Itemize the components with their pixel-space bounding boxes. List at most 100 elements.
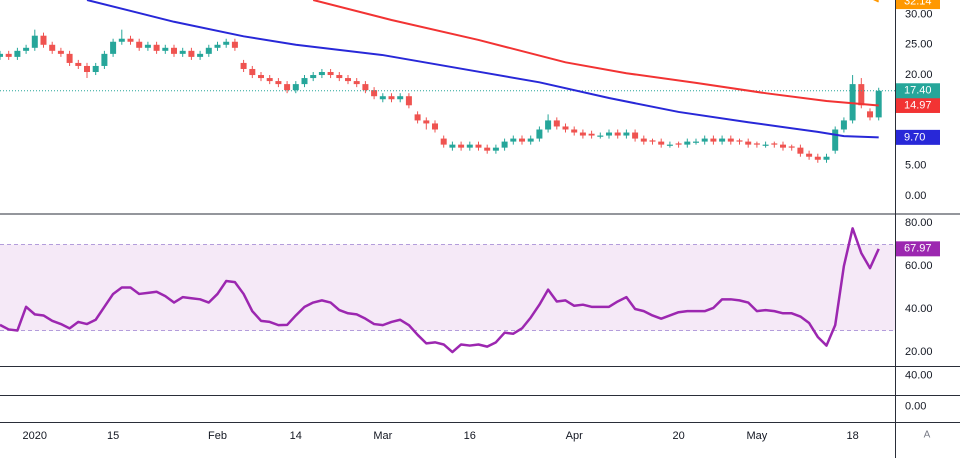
candle-body (649, 140, 656, 142)
candle-body (814, 156, 821, 160)
rsi-tag-label: 67.97 (904, 243, 932, 255)
moving-average (873, 0, 880, 3)
candle-body (353, 81, 360, 85)
x-tick-label: 2020 (23, 430, 47, 442)
candle-body (223, 41, 230, 45)
price-pane (0, 0, 895, 163)
candle-body (675, 143, 682, 145)
candle-body (162, 47, 169, 51)
candle-body (92, 65, 99, 73)
candle-body (736, 140, 743, 142)
candle-body (144, 44, 151, 48)
candle-body (519, 138, 525, 142)
candle-body (562, 126, 569, 130)
x-tick-label: May (747, 430, 768, 442)
candle-body (606, 132, 612, 136)
price-tag-label: 32.14 (904, 0, 932, 7)
candle-body (840, 120, 847, 130)
candle-body (527, 138, 534, 142)
price-tag (896, 241, 940, 257)
candle-body (284, 84, 291, 91)
price-tag (896, 97, 940, 113)
price-tag (896, 0, 940, 10)
candle-body (614, 132, 621, 136)
candle-body (101, 53, 108, 66)
candle-body (597, 135, 604, 137)
y-tick-label: 25.00 (905, 39, 933, 51)
y-tick-label: 30.00 (905, 8, 933, 20)
candle-body (5, 53, 12, 57)
candle-body (414, 114, 421, 121)
x-tick-label: Feb (208, 430, 227, 442)
candle-body (127, 38, 134, 42)
candle-body (14, 50, 21, 57)
candle-body (301, 78, 308, 85)
candle-body (0, 53, 3, 57)
candle-body (623, 132, 630, 136)
price-tag (896, 129, 940, 145)
candle-body (684, 141, 691, 145)
price-tag-label: 17.40 (904, 85, 932, 97)
candle-body (553, 120, 560, 127)
y-tick-label: 40.00 (905, 370, 933, 382)
candle-body (336, 75, 343, 79)
x-tick-label: 14 (290, 430, 302, 442)
candle-body (432, 123, 438, 130)
candle-body (666, 144, 673, 146)
candle-body (867, 111, 873, 118)
candle-body (379, 96, 386, 100)
candle-body (188, 50, 195, 57)
candle-body (632, 132, 639, 139)
x-tick-label: 16 (464, 430, 476, 442)
x-tick-label: 15 (107, 430, 119, 442)
candle-body (640, 138, 647, 142)
y-tick-label: 20.00 (905, 346, 933, 358)
y-tick-label: 0.00 (905, 190, 926, 202)
candle-body (84, 65, 90, 73)
candle-body (466, 144, 473, 148)
candle-body (710, 138, 717, 142)
candle-body (536, 129, 543, 139)
candle-body (49, 44, 56, 51)
candle-body (545, 120, 552, 130)
candle-body (197, 53, 204, 57)
candle-body (797, 147, 804, 154)
moving-average (86, 0, 879, 139)
candle-body (153, 44, 160, 51)
candle-body (762, 144, 769, 146)
candle-body (66, 53, 73, 63)
x-tick-label: Mar (373, 430, 392, 442)
candle-body (440, 138, 447, 145)
candle-body (258, 75, 264, 79)
price-tag-label: 14.97 (904, 99, 932, 111)
candle-body (118, 38, 125, 42)
candle-body (492, 147, 499, 151)
candle-body (745, 141, 752, 145)
candle-body (214, 44, 221, 48)
candle-body (110, 41, 117, 54)
candle-body (484, 147, 491, 151)
candle-body (240, 62, 247, 69)
candle-body (658, 141, 665, 145)
candle-body (693, 141, 699, 143)
price-tag-label: 9.70 (904, 131, 925, 143)
candle-body (205, 47, 212, 54)
y-tick-label: 40.00 (905, 303, 933, 315)
candle-body (249, 68, 256, 76)
candle-body (449, 144, 456, 148)
candle-body (23, 47, 30, 51)
candle-body (501, 141, 508, 148)
candle-body (588, 133, 595, 136)
candle-body (327, 72, 334, 76)
candle-body (727, 138, 734, 142)
candle-body (266, 78, 273, 82)
candle-body (719, 138, 726, 142)
candle-body (753, 143, 760, 145)
candle-body (75, 62, 82, 66)
candle-body (397, 96, 404, 100)
y-tick-label: 5.00 (905, 160, 926, 172)
candle-body (231, 41, 238, 48)
auto-scale-button[interactable]: A (924, 430, 931, 441)
candle-body (345, 78, 351, 82)
